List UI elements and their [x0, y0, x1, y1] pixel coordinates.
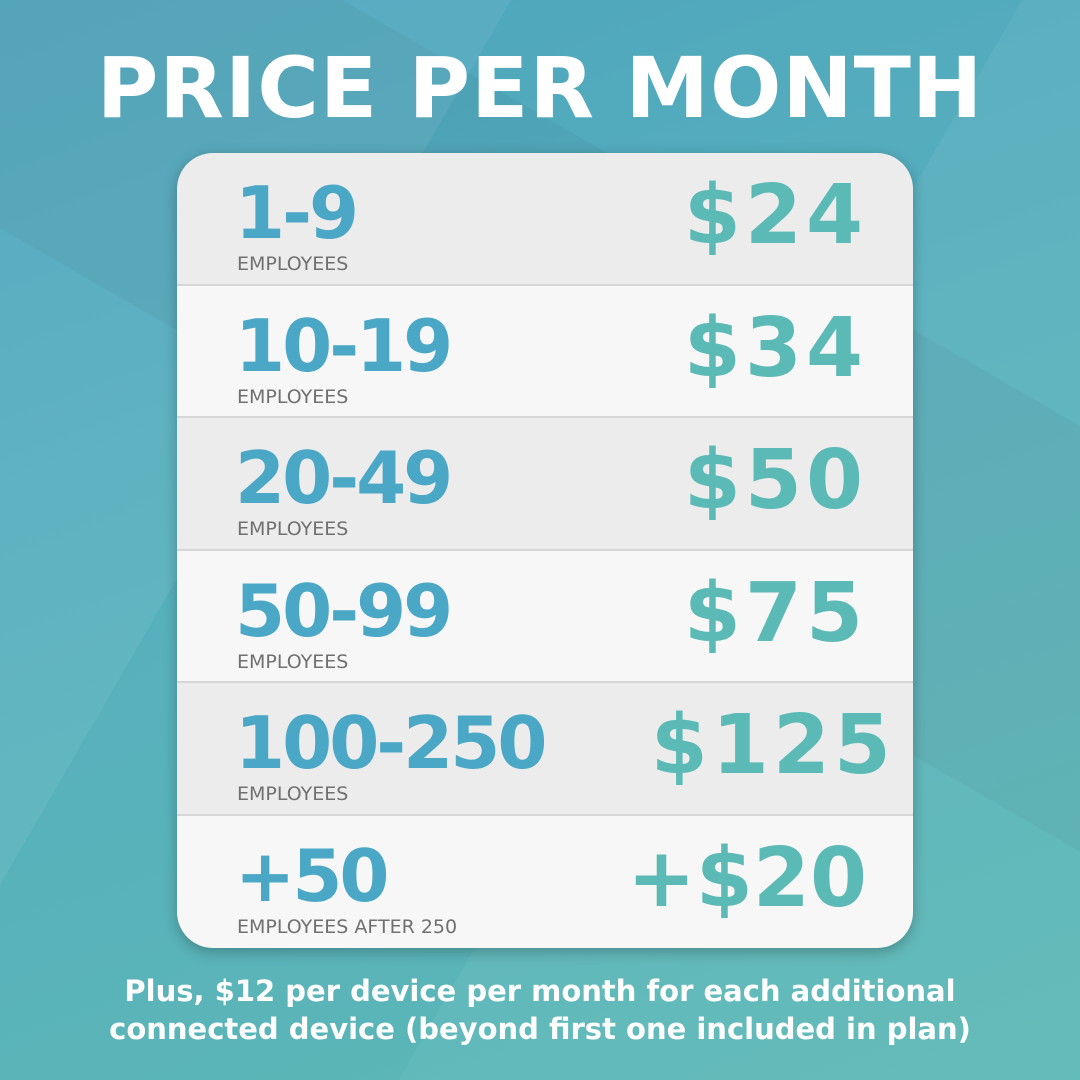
footnote: Plus, $12 per device per month for each … — [0, 972, 1080, 1048]
employee-label: EMPLOYEES — [237, 253, 349, 275]
price: $34 — [683, 300, 867, 396]
employee-range: 100-250 — [235, 701, 547, 785]
employee-range: +50 — [235, 833, 390, 918]
employee-label: EMPLOYEES — [237, 783, 349, 805]
employee-label: EMPLOYEES — [237, 650, 349, 673]
pricing-row: 50-99 EMPLOYEES $75 — [177, 550, 913, 683]
pricing-row: 1-9 EMPLOYEES $24 — [177, 153, 913, 286]
employee-range: 10-19 — [235, 303, 453, 388]
employee-range: 50-99 — [235, 568, 453, 653]
price: $125 — [650, 698, 895, 793]
pricing-row: +50 EMPLOYEES AFTER 250 +$20 — [177, 815, 913, 948]
pricing-table: 1-9 EMPLOYEES $24 10-19 EMPLOYEES $34 20… — [177, 153, 913, 948]
price: $50 — [683, 433, 867, 528]
pricing-row: 20-49 EMPLOYEES $50 — [177, 418, 913, 551]
employee-label: EMPLOYEES AFTER 250 — [237, 915, 458, 938]
employee-range: 1-9 — [235, 171, 359, 255]
pricing-row: 100-250 EMPLOYEES $125 — [177, 683, 913, 816]
price: $24 — [683, 168, 867, 263]
footnote-line-2: connected device (beyond first one inclu… — [109, 1012, 971, 1046]
price: $75 — [683, 565, 867, 661]
footnote-line-1: Plus, $12 per device per month for each … — [124, 974, 956, 1008]
employee-range: 20-49 — [235, 436, 453, 520]
pricing-row: 10-19 EMPLOYEES $34 — [177, 285, 913, 418]
page-title: PRICE PER MONTH — [96, 39, 984, 137]
employee-label: EMPLOYEES — [237, 518, 349, 540]
price: +$20 — [627, 830, 867, 926]
employee-label: EMPLOYEES — [237, 385, 349, 408]
